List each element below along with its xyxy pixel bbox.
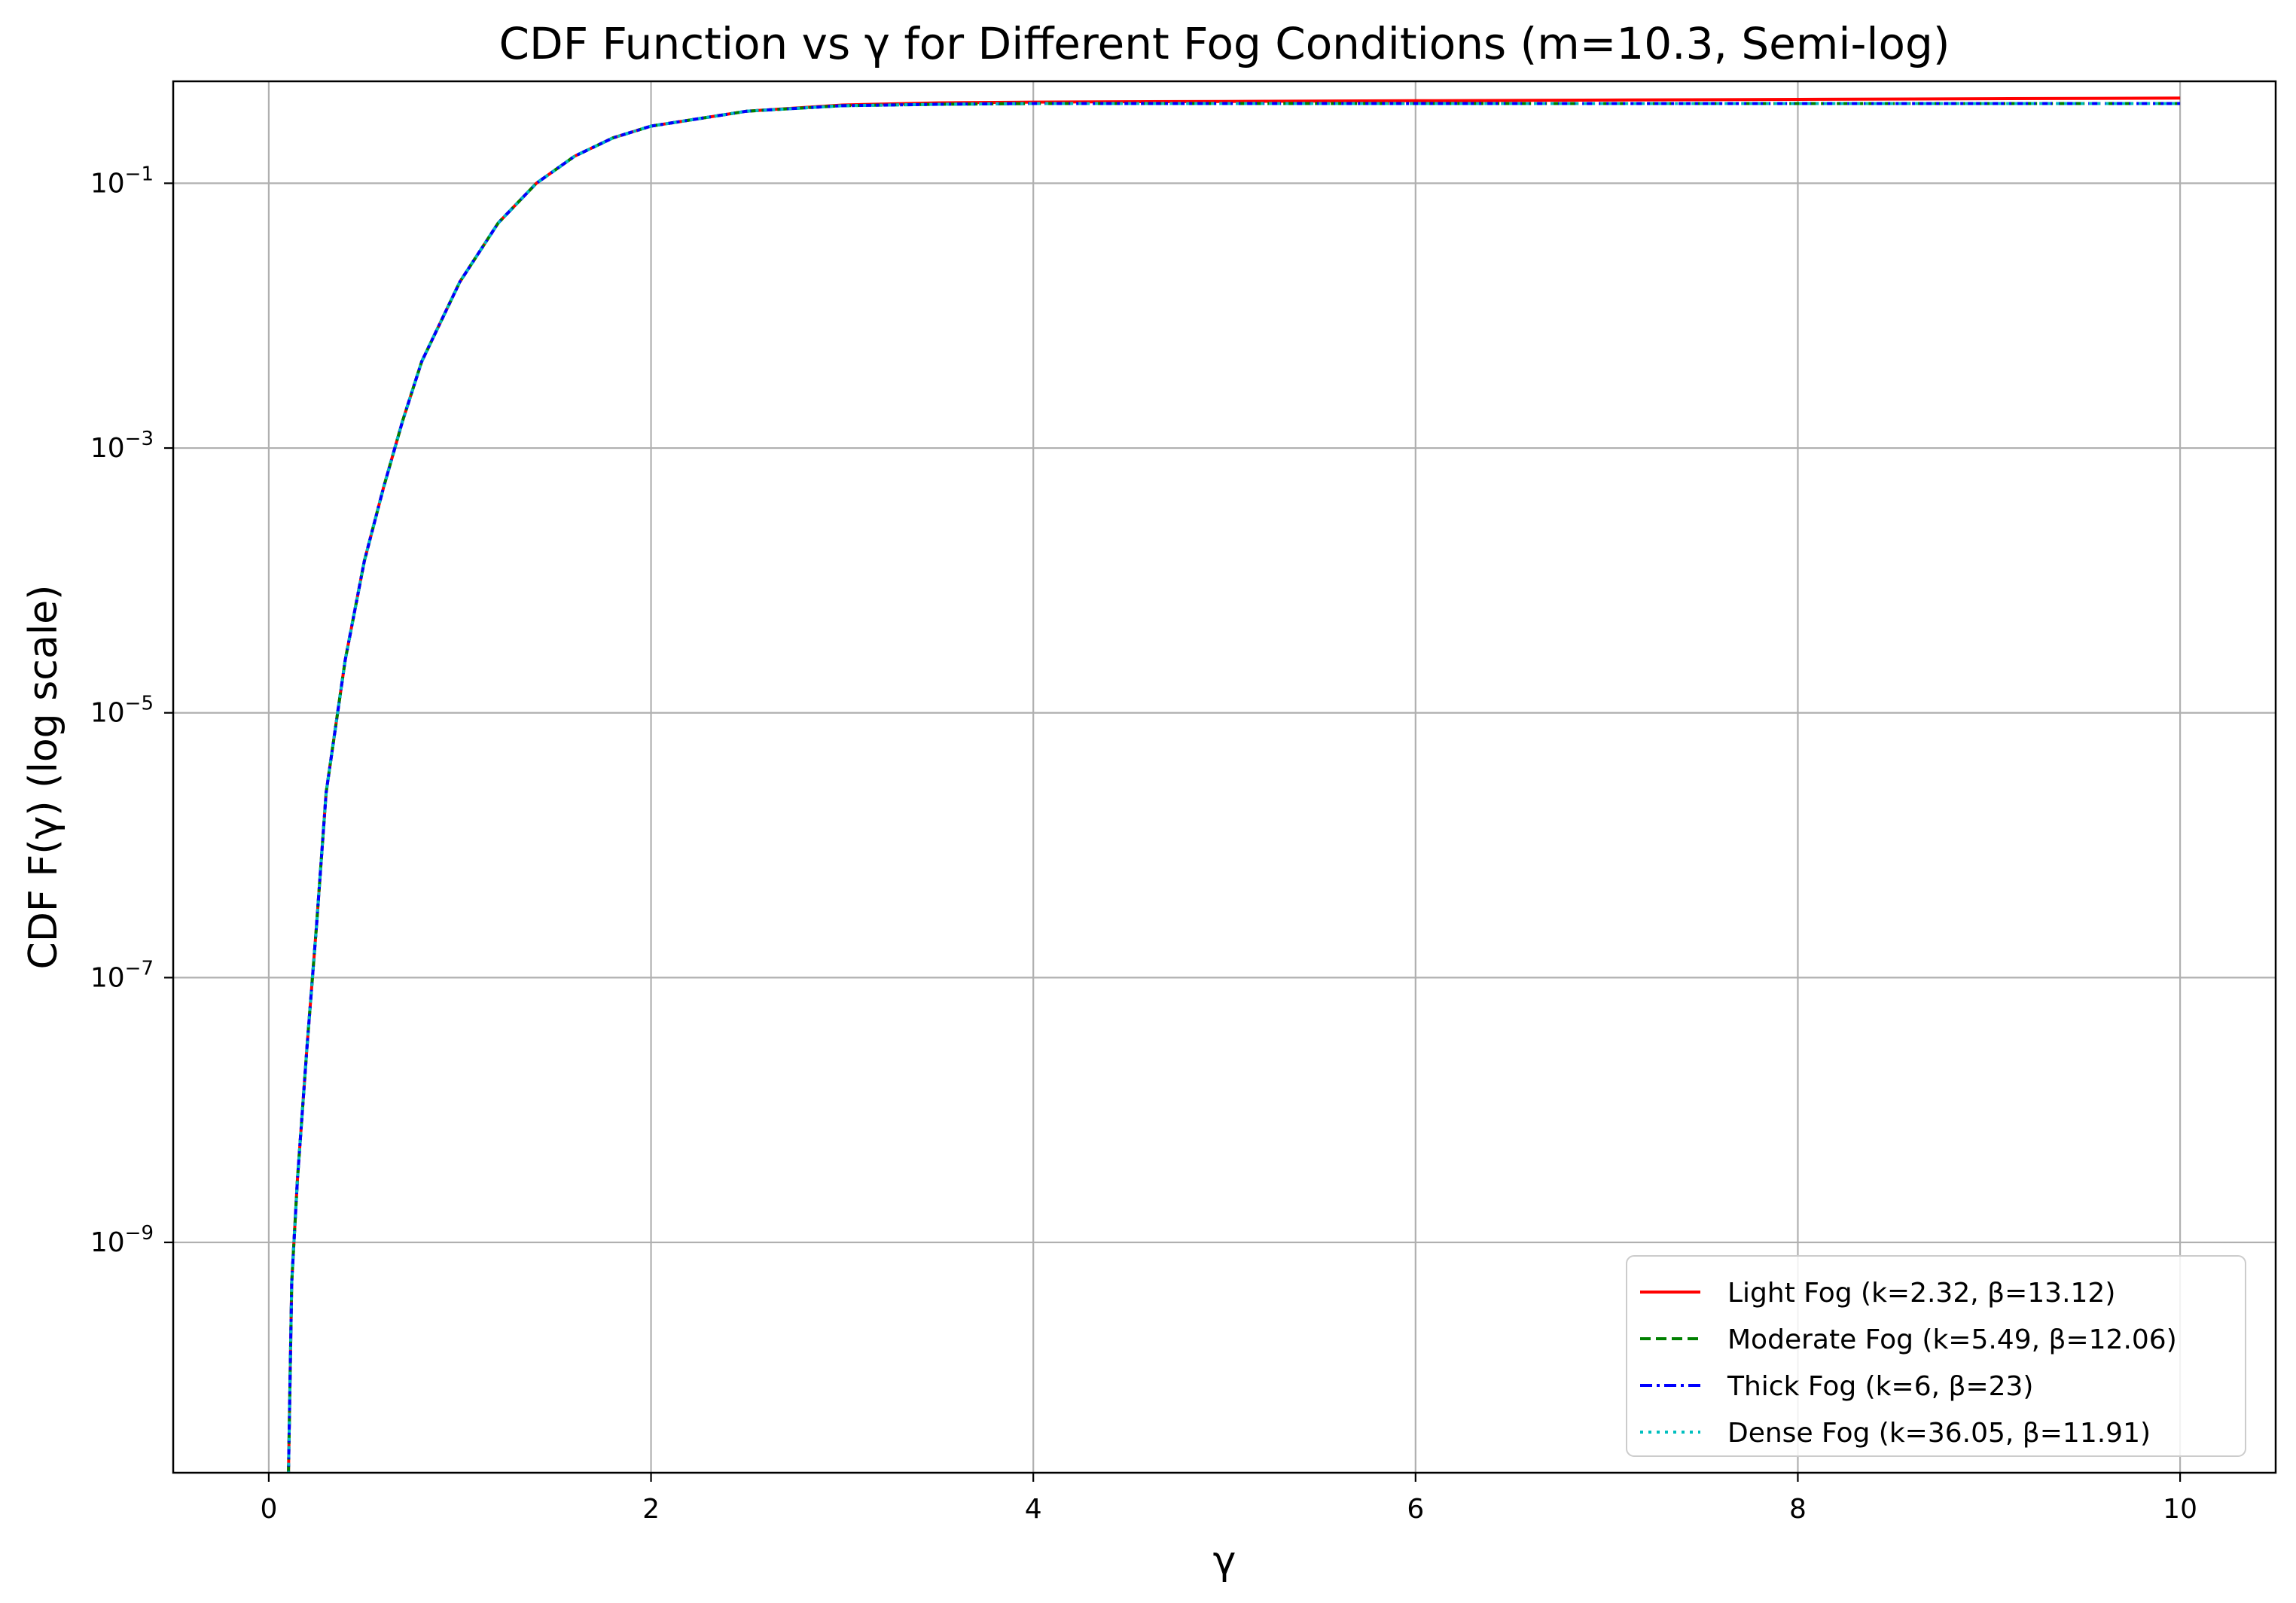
y-tick-label: 10−1 — [90, 163, 154, 199]
legend: Light Fog (k=2.32, β=13.12) Moderate Fog … — [1626, 1255, 2246, 1457]
x-tick-label: 2 — [642, 1494, 660, 1525]
x-axis-label: γ — [1213, 1538, 1236, 1583]
y-tick-exponent: −3 — [125, 428, 154, 450]
y-tick-exponent: −9 — [125, 1222, 154, 1245]
x-tick-label: 0 — [260, 1494, 277, 1525]
y-tick-label: 10−9 — [90, 1222, 154, 1258]
legend-label: Light Fog (k=2.32, β=13.12) — [1727, 1278, 2115, 1309]
legend-label: Thick Fog (k=6, β=23) — [1727, 1371, 2033, 1402]
y-axis-ticks: 10−110−310−510−710−9 — [90, 163, 173, 1258]
x-tick-label: 10 — [2163, 1494, 2197, 1525]
x-tick-label: 6 — [1407, 1494, 1424, 1525]
chart-title: CDF Function vs γ for Different Fog Cond… — [499, 18, 1950, 69]
y-axis-label: CDF F(γ) (log scale) — [21, 585, 66, 970]
y-tick-label: 10−3 — [90, 428, 154, 464]
y-tick-base: 10 — [90, 962, 125, 993]
y-tick-label: 10−5 — [90, 693, 154, 729]
y-tick-exponent: −5 — [125, 693, 154, 715]
x-axis-ticks: 0 2 4 6 8 10 — [260, 1473, 2197, 1525]
y-tick-base: 10 — [90, 1227, 125, 1258]
legend-frame — [1626, 1255, 2246, 1457]
series-group — [287, 96, 2181, 1473]
y-tick-exponent: −7 — [125, 957, 154, 980]
plot-frame — [172, 80, 2277, 1474]
y-tick-label: 10−7 — [90, 957, 154, 993]
x-tick-label: 8 — [1789, 1494, 1807, 1525]
y-tick-base: 10 — [90, 433, 125, 464]
y-tick-base: 10 — [90, 698, 125, 729]
grid — [173, 81, 2276, 1473]
series-line-4 — [287, 102, 2181, 1473]
y-tick-exponent: −1 — [125, 163, 154, 185]
x-tick-label: 4 — [1025, 1494, 1042, 1525]
legend-label: Moderate Fog (k=5.49, β=12.06) — [1727, 1324, 2177, 1355]
y-tick-base: 10 — [90, 168, 125, 199]
legend-label: Dense Fog (k=36.05, β=11.91) — [1727, 1418, 2151, 1449]
